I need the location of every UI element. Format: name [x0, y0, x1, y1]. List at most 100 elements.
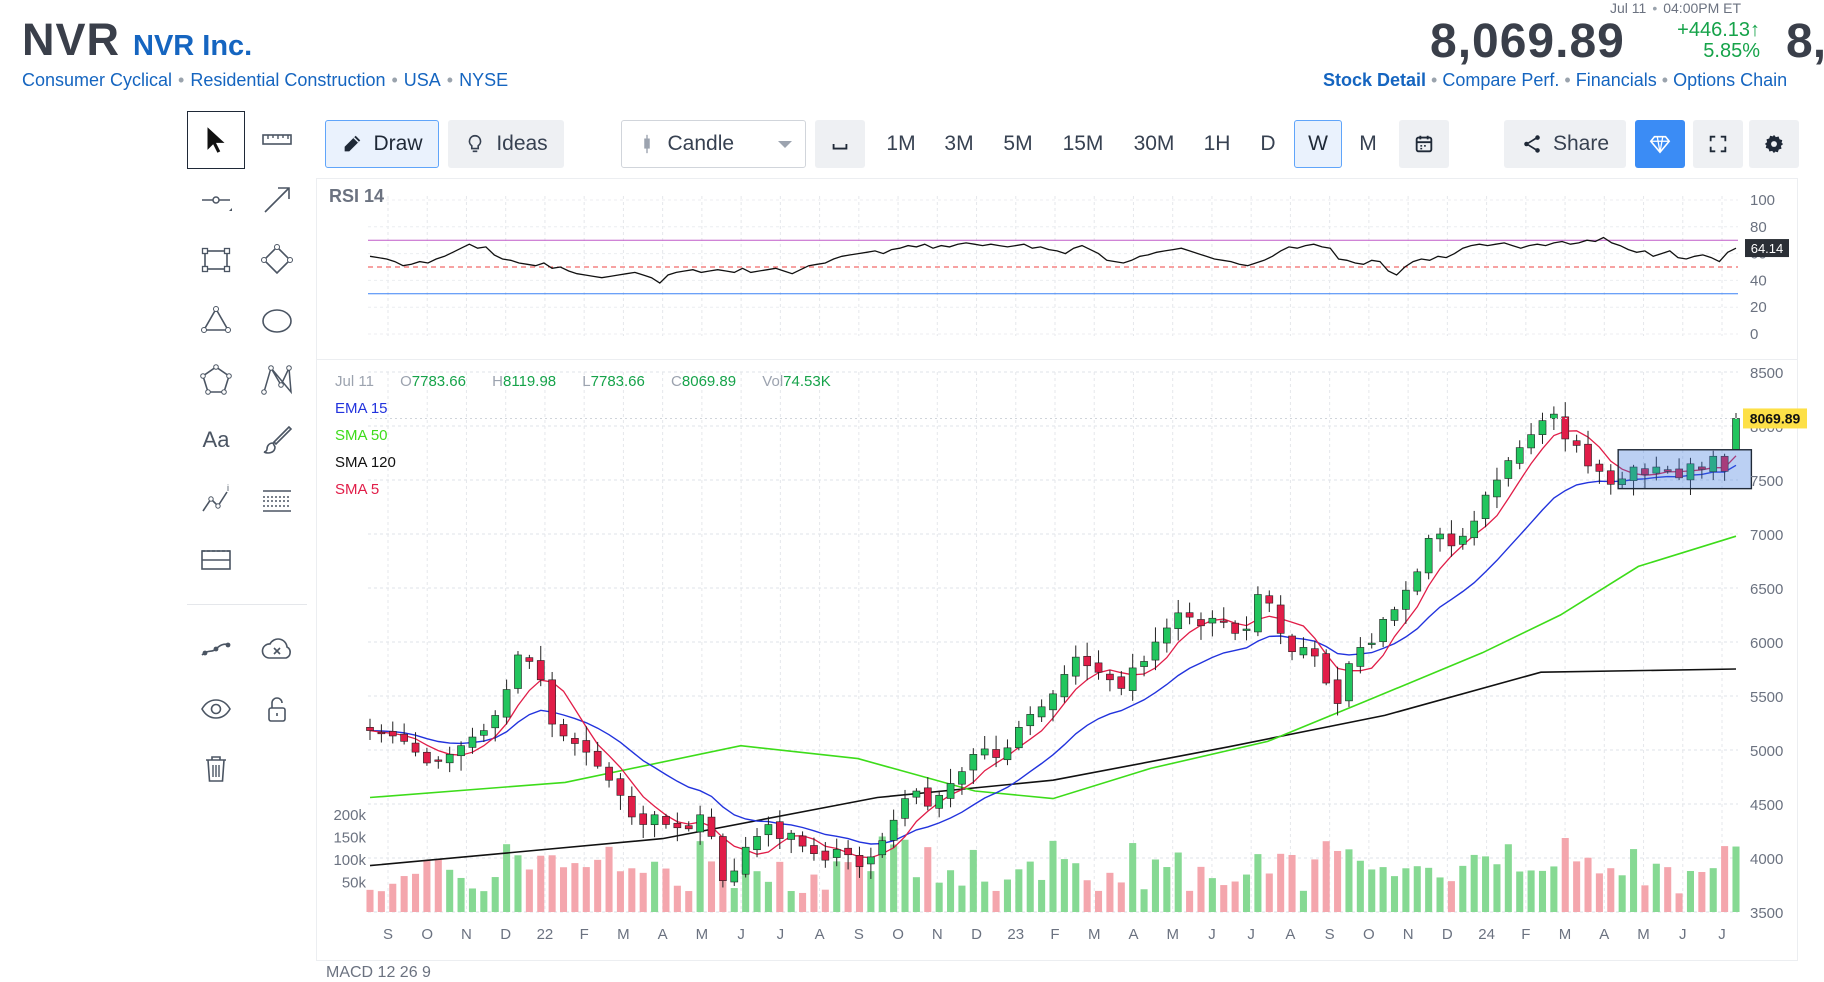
candle-down[interactable]	[844, 847, 852, 856]
candle-up[interactable]	[1402, 589, 1410, 610]
premium-button[interactable]	[1635, 120, 1685, 168]
candle-up[interactable]	[1037, 706, 1046, 718]
candle-up[interactable]	[1424, 538, 1433, 574]
candle-up[interactable]	[958, 771, 966, 785]
candle-up[interactable]	[741, 846, 750, 875]
candle-down[interactable]	[593, 750, 602, 767]
candle-down[interactable]	[1663, 469, 1672, 472]
ellipse-tool[interactable]	[248, 291, 306, 349]
candle-up[interactable]	[1390, 609, 1399, 621]
candle-up[interactable]	[1686, 463, 1695, 481]
candle-down[interactable]	[434, 759, 443, 762]
candle-down[interactable]	[855, 855, 864, 867]
candle-up[interactable]	[491, 715, 500, 729]
candle-down[interactable]	[1288, 635, 1296, 653]
candle-down[interactable]	[582, 740, 591, 753]
candle-up[interactable]	[730, 870, 739, 883]
candle-down[interactable]	[1572, 440, 1581, 446]
candle-up[interactable]	[1140, 661, 1148, 667]
candle-down[interactable]	[821, 850, 830, 861]
candle-up[interactable]	[878, 840, 887, 856]
candle-up[interactable]	[1208, 617, 1217, 624]
candle-down[interactable]	[1231, 622, 1239, 634]
legend-ema15[interactable]: EMA 15	[335, 400, 388, 417]
candle-up[interactable]	[867, 856, 875, 865]
candle-up[interactable]	[1515, 447, 1524, 464]
measure-tool[interactable]	[248, 111, 306, 169]
xabcd-pattern-tool[interactable]	[248, 351, 306, 409]
candle-down[interactable]	[1606, 470, 1615, 485]
candle-down[interactable]	[1447, 533, 1456, 547]
candle-down[interactable]	[559, 724, 568, 737]
timeframe-3m[interactable]: 3M	[944, 132, 974, 155]
timeframe-30m[interactable]: 30M	[1133, 132, 1175, 155]
horizontal-line-tool[interactable]	[187, 171, 245, 229]
candle-up[interactable]	[514, 654, 522, 689]
candle-up[interactable]	[1174, 612, 1183, 629]
lock-drawings-tool[interactable]	[248, 680, 306, 738]
candle-down[interactable]	[525, 657, 534, 662]
candle-down[interactable]	[707, 816, 716, 837]
candle-down[interactable]	[1333, 679, 1342, 704]
candle-down[interactable]	[923, 787, 932, 807]
chart-type-select[interactable]: Candle	[621, 120, 806, 168]
candle-up[interactable]	[1367, 642, 1376, 645]
candle-up[interactable]	[889, 819, 898, 841]
timeframe-1m[interactable]: 1M	[886, 132, 916, 155]
candle-up[interactable]	[980, 748, 989, 756]
candle-up[interactable]	[696, 814, 704, 833]
settings-button[interactable]	[1749, 120, 1799, 168]
candle-down[interactable]	[411, 742, 420, 753]
candle-down[interactable]	[1265, 595, 1274, 604]
rectangle-tool[interactable]	[187, 231, 245, 289]
candle-up[interactable]	[1356, 647, 1365, 667]
candle-down[interactable]	[1698, 466, 1706, 470]
candle-down[interactable]	[616, 778, 625, 796]
rotated-rectangle-tool[interactable]	[248, 231, 306, 289]
candle-up[interactable]	[1550, 413, 1558, 420]
toggle-visibility-tool[interactable]	[187, 680, 245, 738]
date-picker-button[interactable]	[1399, 120, 1449, 168]
polygon-tool[interactable]	[187, 351, 245, 409]
candle-down[interactable]	[536, 660, 545, 681]
legend-sma50[interactable]: SMA 50	[335, 427, 388, 444]
candle-up[interactable]	[1026, 714, 1035, 727]
candle-down[interactable]	[775, 821, 784, 839]
candle-up[interactable]	[1379, 619, 1387, 643]
ideas-button[interactable]: Ideas	[448, 120, 564, 168]
candle-up[interactable]	[935, 795, 943, 809]
triangle-tool[interactable]	[187, 291, 245, 349]
candle-up[interactable]	[1436, 533, 1444, 540]
candle-up[interactable]	[1413, 571, 1422, 592]
candle-down[interactable]	[548, 679, 556, 725]
drawn-rectangle[interactable]	[1617, 449, 1753, 490]
candle-up[interactable]	[1732, 418, 1740, 450]
candle-up[interactable]	[787, 832, 796, 840]
candle-up[interactable]	[1151, 641, 1160, 661]
candle-up[interactable]	[753, 836, 761, 851]
date-range-button[interactable]	[815, 120, 865, 168]
candle-up[interactable]	[912, 790, 921, 798]
candle-up[interactable]	[969, 754, 978, 771]
candle-up[interactable]	[1015, 727, 1023, 749]
candle-down[interactable]	[605, 766, 613, 781]
timeframe-1h[interactable]: 1H	[1203, 132, 1231, 155]
candle-down[interactable]	[1584, 443, 1592, 467]
arrow-tool[interactable]	[248, 171, 306, 229]
candle-down[interactable]	[366, 727, 374, 731]
candle-up[interactable]	[946, 783, 955, 799]
candle-up[interactable]	[1493, 479, 1501, 498]
candle-down[interactable]	[1117, 676, 1126, 689]
legend-sma5[interactable]: SMA 5	[335, 481, 380, 498]
fibonacci-tool[interactable]	[248, 471, 306, 529]
candle-up[interactable]	[502, 689, 511, 718]
delete-drawings-tool[interactable]	[187, 740, 245, 798]
tag-sector[interactable]: Consumer Cyclical	[22, 70, 173, 90]
selection-rectangle[interactable]	[1617, 449, 1753, 490]
snap-to-price-tool[interactable]	[187, 620, 245, 678]
fullscreen-button[interactable]	[1693, 120, 1743, 168]
candle-down[interactable]	[1185, 612, 1194, 618]
link-financials[interactable]: Financials	[1575, 70, 1657, 90]
candle-down[interactable]	[1595, 463, 1604, 472]
tag-industry[interactable]: Residential Construction	[190, 70, 386, 90]
